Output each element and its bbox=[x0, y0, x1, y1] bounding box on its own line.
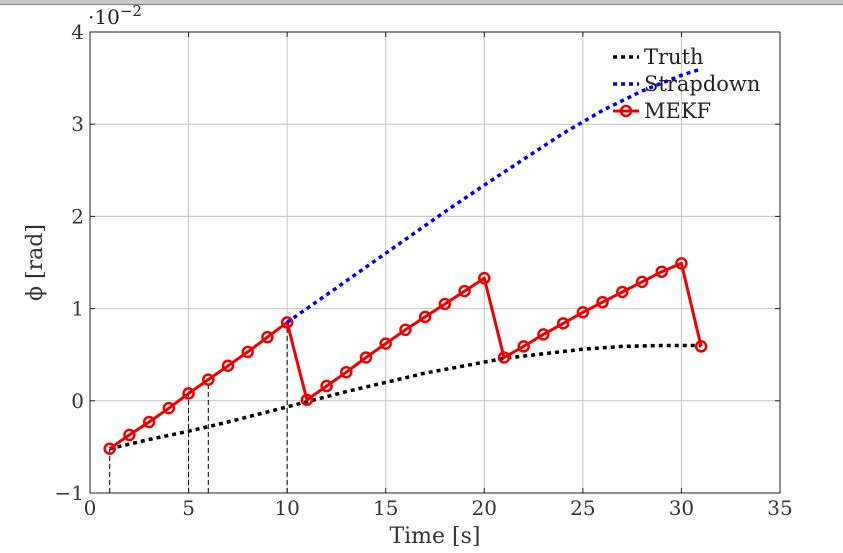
legend-label: MEKF bbox=[644, 99, 711, 123]
data-point-mekf bbox=[576, 306, 590, 319]
data-point-mekf bbox=[162, 401, 176, 415]
series-line-strapdown bbox=[286, 67, 702, 324]
data-point-mekf bbox=[517, 340, 530, 353]
data-point-mekf bbox=[635, 275, 649, 289]
y-axis-label: ϕ [rad] bbox=[23, 224, 48, 301]
data-point-mekf bbox=[556, 317, 570, 330]
x-tick-label: 30 bbox=[669, 496, 694, 520]
series-group bbox=[103, 67, 708, 455]
data-point-mekf bbox=[182, 387, 195, 400]
data-point-mekf bbox=[616, 285, 629, 299]
data-point-mekf bbox=[399, 323, 412, 337]
series-truth bbox=[109, 343, 702, 451]
series-strapdown bbox=[286, 67, 702, 324]
data-point-mekf bbox=[123, 428, 136, 442]
y-tick-label: −1 bbox=[55, 481, 84, 505]
x-tick-label: 20 bbox=[472, 496, 497, 520]
series-mekf bbox=[103, 257, 708, 455]
data-point-mekf bbox=[418, 310, 432, 324]
data-point-mekf bbox=[596, 295, 609, 309]
data-point-mekf bbox=[241, 345, 254, 359]
legend-swatch-marker bbox=[619, 104, 633, 118]
data-point-mekf bbox=[300, 393, 314, 407]
data-point-mekf bbox=[280, 316, 294, 329]
x-tick-label: 5 bbox=[182, 496, 195, 520]
x-tick-label: 15 bbox=[373, 496, 398, 520]
legend-entry-truth: Truth bbox=[613, 45, 704, 69]
grid bbox=[90, 32, 780, 493]
data-point-mekf bbox=[655, 265, 668, 278]
data-point-mekf bbox=[261, 330, 274, 344]
x-tick-label: 35 bbox=[767, 496, 792, 520]
legend-entry-strapdown: Strapdown bbox=[613, 72, 760, 96]
data-point-mekf bbox=[103, 442, 116, 455]
y-tick-label: 1 bbox=[71, 297, 84, 321]
exponent-base: ·10 bbox=[88, 5, 120, 29]
window-top-border bbox=[0, 0, 843, 5]
y-tick-label: 0 bbox=[71, 389, 84, 413]
legend-label: Strapdown bbox=[644, 72, 760, 96]
data-point-mekf bbox=[458, 284, 471, 298]
data-point-mekf bbox=[202, 373, 215, 386]
legend: Truth Strapdown MEKF bbox=[613, 45, 760, 123]
data-point-mekf bbox=[478, 271, 491, 285]
data-point-mekf bbox=[537, 328, 550, 341]
data-point-mekf bbox=[379, 337, 392, 350]
data-point-mekf bbox=[694, 340, 708, 353]
x-tick-label: 10 bbox=[274, 496, 299, 520]
vertical-markers bbox=[109, 322, 288, 493]
data-point-mekf bbox=[675, 257, 688, 270]
plot-area-frame bbox=[89, 31, 781, 494]
data-point-mekf bbox=[221, 359, 235, 373]
y-tick-label: 2 bbox=[71, 204, 84, 228]
y-tick-label: 4 bbox=[71, 20, 84, 44]
x-axis-label: Time [s] bbox=[389, 524, 480, 549]
x-tick-label: 25 bbox=[570, 496, 595, 520]
data-point-mekf bbox=[359, 351, 373, 364]
data-point-mekf bbox=[438, 297, 452, 311]
y-axis-exponent: ·10−2 bbox=[88, 2, 142, 29]
series-line-truth bbox=[109, 343, 702, 451]
data-point-mekf bbox=[340, 365, 353, 379]
exponent-power: −2 bbox=[120, 2, 142, 20]
series-line-mekf bbox=[108, 261, 703, 450]
data-point-mekf bbox=[320, 379, 333, 393]
data-point-mekf bbox=[497, 351, 511, 364]
legend-entry-mekf: MEKF bbox=[613, 99, 711, 123]
legend-label: Truth bbox=[644, 45, 704, 69]
y-tick-label: 3 bbox=[71, 112, 84, 136]
data-point-mekf bbox=[142, 415, 156, 429]
x-tick-label: 0 bbox=[84, 496, 97, 520]
